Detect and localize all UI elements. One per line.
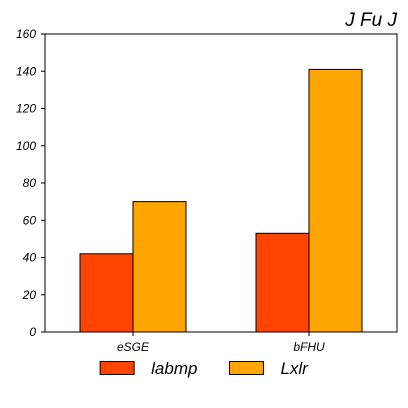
- y-tick-label: 120: [16, 102, 36, 116]
- legend-swatch-Lxlr: [228, 361, 264, 375]
- y-tick-label: 0: [29, 325, 36, 339]
- y-tick-label: 140: [16, 64, 36, 78]
- legend-label-labmp: labmp: [151, 359, 197, 378]
- chart-title: J Fu J: [344, 10, 397, 31]
- plot-area: [79, 68, 363, 333]
- plot-frame: [44, 33, 398, 333]
- x-tick-label: eSGE: [117, 340, 150, 354]
- legend: labmp Lxlr: [99, 359, 309, 378]
- y-axis: 0 20 40 60 80 100 120 140 160: [16, 27, 45, 339]
- bar-labmp-eSGE: [79, 253, 134, 333]
- bar-Lxlr-eSGE: [132, 201, 187, 333]
- y-tick-label: 80: [23, 176, 37, 190]
- bar-Lxlr-bFHU: [308, 68, 363, 333]
- y-tick-label: 160: [16, 27, 36, 41]
- x-axis: eSGE bFHU: [117, 332, 325, 354]
- legend-label-Lxlr: Lxlr: [280, 359, 309, 378]
- y-tick-label: 40: [23, 251, 37, 265]
- y-tick-label: 60: [23, 213, 37, 227]
- x-tick-label: bFHU: [293, 340, 325, 354]
- bar-labmp-bFHU: [255, 232, 310, 333]
- y-tick-label: 100: [16, 139, 36, 153]
- legend-swatch-labmp: [99, 361, 135, 375]
- y-tick-label: 20: [22, 288, 37, 302]
